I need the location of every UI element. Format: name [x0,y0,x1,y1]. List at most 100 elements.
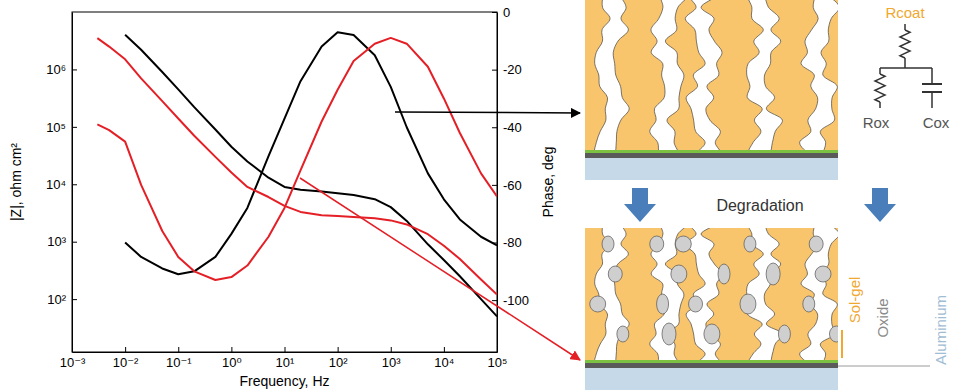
process-arrow [624,188,656,222]
interface-layer [585,150,838,153]
chart: 10⁻³10⁻²10⁻¹10⁰10¹10²10³10⁴10⁵10²10³10⁴1… [8,5,556,389]
layer-label: Aluminium [932,295,949,365]
degradation-product [657,294,669,314]
tick: 10³ [382,347,401,370]
y2-axis: -100-80-60-40-200 [492,5,529,353]
circuit-label: Cox [923,114,950,131]
oxide-layer [585,153,838,158]
series-line [97,38,497,280]
degradation-product [617,326,629,342]
tick: 10⁴ [46,177,77,192]
x-axis-line [73,352,498,353]
degradation-product [704,324,720,344]
sol-gel-bracket [841,330,843,358]
tick: 10¹ [276,347,295,370]
series-line [125,32,497,274]
tick-mark [72,242,77,243]
tick-mark [492,12,497,13]
tick-label: -80 [503,235,522,250]
pointer-arrow [300,178,580,360]
tick: 10⁴ [434,347,454,370]
y-axis: 10² 10³ 10⁴ 10⁵ 10⁶ [46,13,77,353]
x-axis-title: Frequency, Hz [240,373,330,389]
degradation-product [662,323,676,345]
circuit-wire [880,58,932,74]
interface-layer [585,360,838,363]
tick: -20 [492,62,522,77]
y-axis-line [72,13,73,353]
tick-mark [492,300,497,301]
pore [800,228,838,365]
tick: 10⁵ [46,120,77,135]
degradation-product [809,236,823,252]
tick-label: 10⁶ [46,62,66,77]
tick-mark [285,347,286,352]
aluminium-layer [585,158,838,180]
tick-mark [72,127,77,128]
tick-label: 10³ [47,234,66,249]
circuit-wire [904,24,906,30]
figure: 10⁻³10⁻²10⁻¹10⁰10¹10²10³10⁴10⁵10²10³10⁴1… [0,0,965,392]
tick-label: 0 [503,5,510,20]
process-label: Degradation [716,197,803,214]
circuit-wire [880,68,932,108]
tick: 0 [492,5,510,20]
pointer-arrow [395,112,580,113]
series-line [97,38,497,294]
plot-frame [72,12,497,352]
tick-mark [492,185,497,186]
pore [650,0,688,156]
y2-axis-title: Phase, deg [540,147,556,218]
tick-label: 10⁻³ [60,355,86,370]
tick: 10² [47,292,77,307]
degradation-product [671,265,687,283]
tick-mark [391,347,392,352]
degradation-product [650,236,664,252]
capacitor [922,84,942,92]
aluminium-layer [585,368,838,390]
pore [685,0,722,156]
tick-mark [444,347,445,352]
tick: -80 [492,235,522,250]
circuit-label: Rcoat [885,4,925,21]
layer-panel [585,228,838,390]
degradation-product [590,296,606,312]
tick: 10² [329,347,348,370]
x-axis: 10⁻³ 10⁻² 10⁻¹ 10⁰ 10¹ 10² 10³ 10⁴ 10⁵ [60,347,508,370]
tick: -40 [492,120,522,135]
tick-label: 10⁰ [222,355,242,370]
degradation-product [602,236,614,252]
circuit: Rcoat Rox Cox [863,4,950,131]
oxide-layer [585,363,838,368]
degradation-product [675,236,691,252]
degradation-product [608,266,622,282]
tick-mark [125,347,126,352]
tick-mark [72,184,77,185]
tick-mark [492,127,497,128]
degradation-product [740,294,756,314]
tick-label: 10² [329,355,348,370]
tick-mark [72,299,77,300]
degradation-product [766,263,780,285]
layer-label: Sol-gel [846,277,863,324]
tick-label: 10⁴ [46,177,66,192]
tick-label: 10¹ [276,355,295,370]
tick-label: 10⁵ [46,120,66,135]
tick-label: 10⁵ [488,355,508,370]
tick-label: 10⁻¹ [166,355,192,370]
tick: 10⁻² [113,347,139,370]
pore [685,228,722,366]
diagram: RcoatRoxCoxDegradationSol-gelOxideAlumin… [585,0,950,390]
degradation-product [803,296,815,312]
tick-label: 10⁴ [434,355,454,370]
degradation-product [778,325,790,343]
tick-mark [492,70,497,71]
y-axis-title: |Z|, ohm cm² [8,143,24,221]
degradation-product [815,266,831,282]
plot-area [97,32,497,316]
tick-label: 10² [47,292,66,307]
pore [594,0,629,156]
circuit-label: Rox [863,114,890,131]
tick-label: -40 [503,120,522,135]
process-arrow [864,188,896,222]
